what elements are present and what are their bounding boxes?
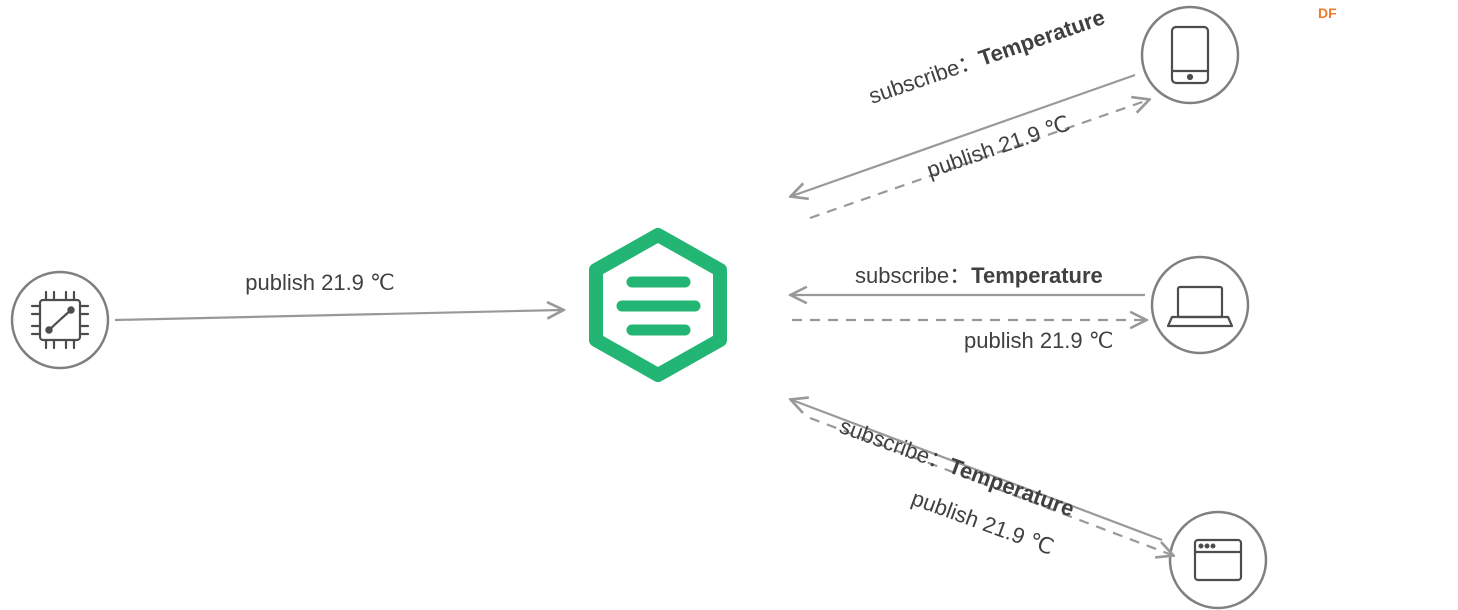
browser-icon <box>1195 540 1241 580</box>
edge-phone-subscribe <box>792 75 1135 196</box>
laptop-icon <box>1168 287 1232 326</box>
label-laptop-publish: publish 21.9 ℃ <box>964 328 1113 353</box>
phone-icon <box>1172 27 1208 83</box>
watermark: DF <box>1318 5 1337 21</box>
label-phone-publish: publish 21.9 ℃ <box>923 110 1072 182</box>
label-laptop-subscribe: subscribe：Temperature <box>855 263 1103 288</box>
label-sensor-publish: publish 21.9 ℃ <box>245 270 394 295</box>
sensor-node <box>12 272 108 368</box>
browser-node <box>1170 512 1266 608</box>
edge-sensor-broker <box>115 310 562 320</box>
laptop-node <box>1152 257 1248 353</box>
broker-node <box>596 235 720 375</box>
circuit-icon <box>32 292 88 348</box>
label-phone-subscribe: subscribe：Temperature <box>865 4 1107 108</box>
phone-node <box>1142 7 1238 103</box>
